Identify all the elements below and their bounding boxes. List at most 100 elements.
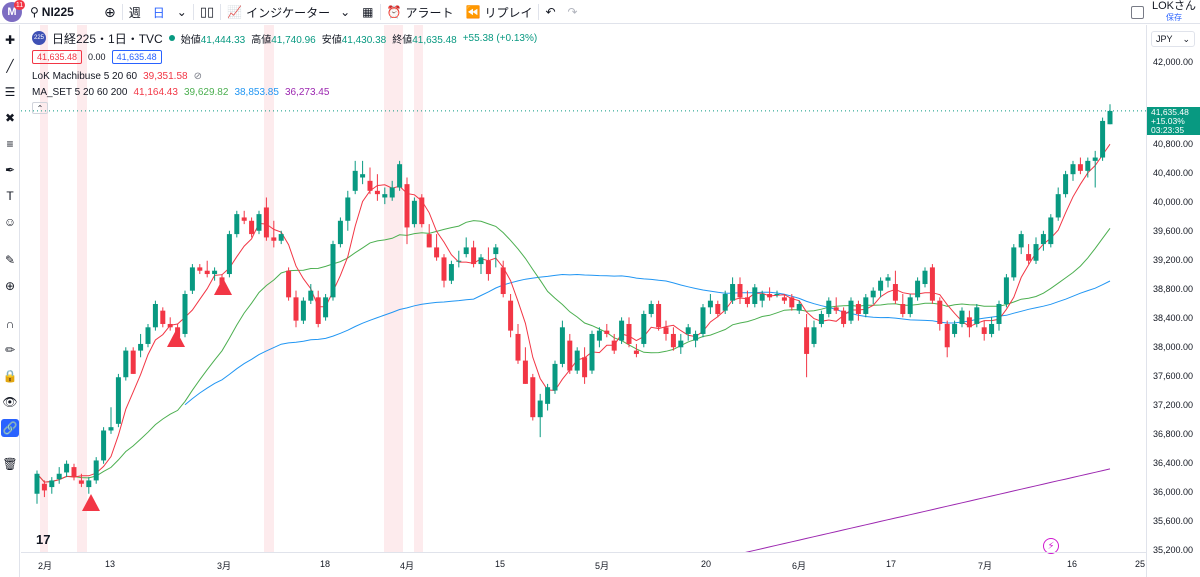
current-price-tag: 41,635.48 +15.03% 03:23:35 [1147, 106, 1200, 135]
candle-body [56, 473, 62, 480]
candle-body [86, 480, 92, 488]
lightning-icon[interactable]: ⚡ [1043, 538, 1059, 554]
candle-body [826, 300, 832, 314]
candle-body [515, 333, 521, 361]
fullscreen-checkbox[interactable] [1130, 5, 1144, 19]
session-highlight [264, 25, 274, 552]
eye-icon[interactable]: 👁 [2, 395, 18, 409]
chart-type-button[interactable]: ▯▯ [194, 0, 220, 24]
undo-button[interactable]: ↶ [539, 0, 561, 24]
layout-button[interactable]: ▦ [356, 0, 379, 24]
candle-body [767, 294, 773, 298]
candle-body [101, 430, 107, 461]
symbol-title[interactable]: 日経225・1日・TVC [52, 31, 163, 46]
candle-body [626, 323, 632, 344]
trash-icon[interactable]: 🗑 [2, 457, 18, 471]
candle-body [663, 327, 669, 334]
chart-pane[interactable] [21, 25, 1146, 552]
time-axis-label: 3月 [216, 561, 232, 571]
indicator-legend-machibuse[interactable]: LoK Machibuse 5 20 60 39,351.58 ⊘ [32, 70, 202, 82]
price-axis-label: 38,000.00 [1153, 342, 1194, 352]
lock-icon[interactable]: 🔒 [2, 369, 18, 383]
symbol-name: NI225 [41, 5, 74, 19]
candle-body [774, 294, 780, 296]
candle-body [907, 297, 913, 314]
candle-body [685, 327, 691, 334]
interval-day-button[interactable]: 日 [152, 5, 165, 20]
candle-body [929, 267, 935, 301]
link-icon[interactable]: 🔗 [1, 419, 19, 437]
candle-body [752, 287, 758, 304]
candle-body [670, 333, 676, 348]
indicator-legend-ma-set[interactable]: MA_SET 5 20 60 200 41,164.43 39,629.82 3… [32, 86, 330, 98]
candle-body [367, 180, 373, 191]
candle-body [160, 310, 166, 324]
indicators-button[interactable]: 📈 インジケーター ⌄ [227, 5, 351, 20]
candle-body [966, 317, 972, 328]
candle-body [374, 190, 380, 195]
candle-body [989, 323, 995, 334]
pattern-icon[interactable]: ✖ [4, 111, 16, 125]
candle-body [271, 237, 277, 241]
candle-body [123, 350, 129, 378]
chart-legend: 225 日経225・1日・TVC 始値41,444.33 高値41,740.96… [32, 30, 537, 116]
user-menu[interactable]: LOKさん 保存 [1151, 0, 1196, 23]
ma200-line [745, 468, 1111, 552]
horizontal-lines-icon[interactable]: ☰ [4, 85, 16, 99]
zoom-icon[interactable]: ⊕ [4, 279, 16, 293]
buy-price-button[interactable]: 41,635.48 [111, 50, 162, 64]
candle-body [263, 207, 269, 238]
pencil-lock-icon[interactable]: ✏ [4, 343, 16, 357]
ruler-icon[interactable]: ✎ [4, 253, 16, 267]
brush-icon[interactable]: ✒ [4, 163, 16, 177]
fib-icon[interactable]: ≡ [6, 137, 14, 151]
candle-body [471, 247, 477, 265]
candle-body [175, 327, 181, 338]
emoji-icon[interactable]: ☺ [3, 215, 17, 229]
candle-body [1092, 157, 1098, 161]
candle-body [182, 294, 188, 334]
trend-line-icon[interactable]: ╱ [6, 59, 14, 73]
low-value: 41,430.38 [341, 34, 387, 46]
candle-body [559, 327, 565, 364]
candle-body [804, 327, 810, 354]
divider [121, 4, 123, 20]
candle-body [315, 297, 321, 324]
sell-price-button[interactable]: 41,635.48 [32, 50, 83, 64]
price-axis-label: 35,200.00 [1153, 545, 1194, 555]
price-axis-label: 38,800.00 [1153, 284, 1194, 294]
candle-body [115, 377, 121, 424]
buy-signal-triangle [214, 278, 232, 295]
candlestick-chart[interactable] [21, 25, 1146, 552]
ma60-line [184, 273, 1111, 406]
currency-selector[interactable]: JPY ⌄ [1151, 31, 1195, 47]
crosshair-icon[interactable]: ✚ [4, 33, 16, 47]
candle-body [530, 377, 536, 418]
replay-button[interactable]: ⏪ リプレイ [465, 5, 533, 20]
candle-body [848, 300, 854, 321]
market-status-dot [168, 35, 175, 41]
magnet-icon[interactable]: ∩ [5, 317, 15, 331]
price-axis[interactable]: JPY ⌄ 42,000.0041,200.0040,800.0040,400.… [1146, 25, 1200, 577]
chevron-up-icon[interactable]: ⌃ [32, 102, 48, 114]
candle-body [130, 350, 136, 374]
session-highlight [40, 25, 48, 552]
divider [192, 4, 194, 20]
candle-body [885, 277, 891, 281]
interval-week-button[interactable]: 週 [128, 5, 141, 20]
alert-button[interactable]: ⏰ アラート [386, 5, 454, 20]
time-axis[interactable]: 2月 13 3月 18 4月 15 5月 20 6月 17 7月 16 25 [21, 552, 1146, 577]
candle-body [915, 280, 921, 298]
symbol-search-button[interactable]: ⚲ NI225 [30, 0, 74, 24]
interval-dropdown[interactable]: ⌄ [171, 0, 193, 24]
redo-button[interactable]: ↷ [562, 0, 584, 24]
compare-button[interactable]: ⊕ [98, 0, 122, 24]
text-icon[interactable]: T [6, 189, 14, 203]
candle-body [212, 270, 218, 275]
candle-body [789, 297, 795, 308]
price-axis-label: 36,800.00 [1153, 429, 1194, 439]
undo-icon: ↶ [545, 5, 556, 19]
candle-body [1011, 247, 1017, 278]
time-axis-label: 6月 [791, 561, 807, 571]
hidden-eye-icon[interactable]: ⊘ [193, 70, 202, 82]
